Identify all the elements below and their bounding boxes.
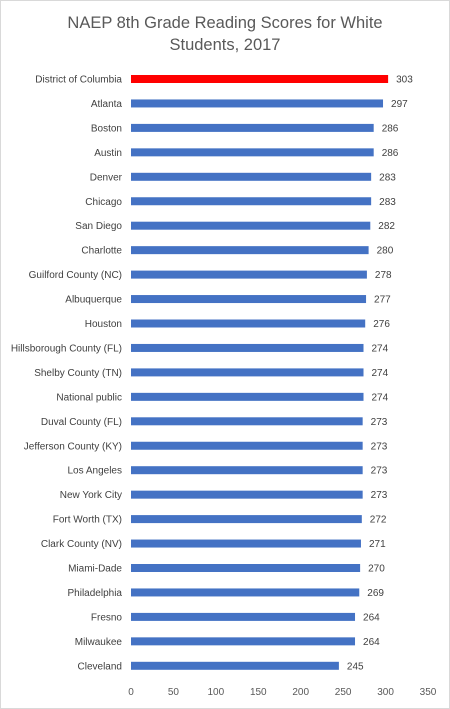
value-label-atlanta: 297 [391,99,408,110]
bar-san-diego [131,221,371,230]
category-label-houston: Houston [85,319,122,330]
bar-milwaukee [131,637,356,646]
bar-miami-dade [131,564,361,572]
bar-shelby-county-tn [131,368,364,377]
category-label-shelby-county-tn: Shelby County (TN) [34,368,122,379]
category-label-milwaukee: Milwaukee [75,637,123,648]
bar-clark-county-nv [131,539,361,548]
category-label-cleveland: Cleveland [78,661,122,672]
value-label-miami-dade: 270 [368,564,385,575]
value-label-boston: 286 [382,123,399,134]
x-tick-label-250: 250 [335,687,352,698]
value-label-houston: 276 [373,319,390,330]
value-label-jefferson-county-ky: 273 [371,441,388,452]
bar-cleveland [131,661,339,670]
value-label-guilford-county-nc: 278 [375,270,392,281]
category-label-philadelphia: Philadelphia [68,588,123,599]
value-label-hillsborough-county-fl: 274 [372,343,389,354]
value-label-los-angeles: 273 [371,466,388,477]
category-label-national-public: National public [56,392,122,403]
category-label-denver: Denver [90,172,123,183]
bar-fresno [131,612,356,621]
value-label-chicago: 283 [379,197,396,208]
category-label-hillsborough-county-fl: Hillsborough County (FL) [11,343,122,354]
value-label-cleveland: 245 [347,661,364,672]
category-label-clark-county-nv: Clark County (NV) [41,539,122,550]
bar-jefferson-county-ky [131,441,363,450]
value-label-san-diego: 282 [378,221,395,232]
x-tick-label-150: 150 [250,687,267,698]
category-label-fort-worth-tx: Fort Worth (TX) [53,515,122,526]
x-tick-label-200: 200 [292,687,309,698]
category-label-austin: Austin [94,148,122,159]
value-label-national-public: 274 [372,392,389,403]
x-tick-label-50: 50 [168,687,180,698]
bar-houston [131,319,366,328]
value-label-charlotte: 280 [377,246,394,257]
value-label-denver: 283 [379,172,396,183]
value-label-albuquerque: 277 [374,295,391,306]
value-label-austin: 286 [382,148,399,159]
category-label-san-diego: San Diego [75,221,122,232]
bar-atlanta [131,99,384,108]
bar-chicago [131,197,372,206]
bar-albuquerque [131,295,367,304]
value-label-shelby-county-tn: 274 [372,368,389,379]
x-tick-label-100: 100 [208,687,225,698]
category-label-miami-dade: Miami-Dade [68,564,122,575]
value-label-milwaukee: 264 [363,637,380,648]
x-tick-label-0: 0 [128,687,134,698]
bar-los-angeles [131,466,363,475]
value-label-new-york-city: 273 [371,490,388,501]
bar-fort-worth-tx [131,515,362,524]
category-label-atlanta: Atlanta [91,99,123,110]
category-label-guilford-county-nc: Guilford County (NC) [29,270,122,281]
bar-philadelphia [131,588,360,597]
bar-charlotte [131,246,369,255]
bar-new-york-city [131,490,363,499]
bar-hillsborough-county-fl [131,343,364,352]
category-label-boston: Boston [91,123,122,134]
category-label-duval-county-fl: Duval County (FL) [41,417,122,428]
bar-duval-county-fl [131,417,363,426]
bar-guilford-county-nc [131,270,367,279]
value-label-district-of-columbia: 303 [396,75,413,86]
bar-austin [131,148,374,157]
value-label-duval-county-fl: 273 [371,417,388,428]
value-label-philadelphia: 269 [367,588,384,599]
category-label-charlotte: Charlotte [81,246,122,257]
x-tick-label-300: 300 [377,687,394,698]
value-label-clark-county-nv: 271 [369,539,386,550]
category-label-jefferson-county-ky: Jefferson County (KY) [24,441,122,452]
x-tick-label-350: 350 [420,687,437,698]
bar-boston [131,123,374,132]
category-label-fresno: Fresno [91,612,123,623]
category-label-new-york-city: New York City [60,490,122,501]
value-label-fort-worth-tx: 272 [370,515,387,526]
category-label-los-angeles: Los Angeles [68,466,123,477]
chart-title: NAEP 8th Grade Reading Scores for White … [67,14,383,54]
bar-district-of-columbia [131,75,389,83]
value-label-fresno: 264 [363,612,380,623]
category-label-albuquerque: Albuquerque [65,295,122,306]
bar-national-public [131,392,364,401]
category-label-district-of-columbia: District of Columbia [35,75,122,86]
category-label-chicago: Chicago [85,197,122,208]
bar-denver [131,172,372,181]
